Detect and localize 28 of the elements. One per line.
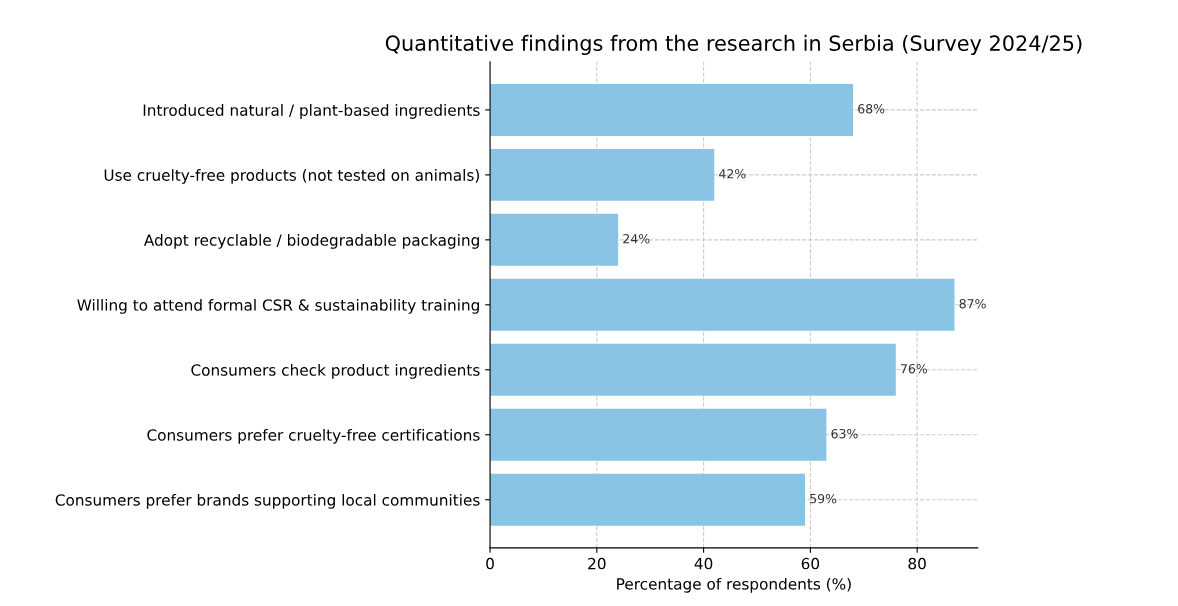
bar <box>490 213 619 266</box>
data-label: 68% <box>858 104 885 114</box>
bar <box>490 408 827 461</box>
y-tick-label: Consumers prefer brands supporting local communities <box>55 493 480 509</box>
data-label: 24% <box>623 234 650 244</box>
y-tick-label: Introduced natural / plant-based ingredients <box>143 104 480 119</box>
data-label: 42% <box>719 169 746 179</box>
y-tick-label: Adopt recyclable / biodegradable packaging <box>143 234 479 249</box>
bar <box>490 343 896 396</box>
x-tick-label: 0 <box>486 557 494 570</box>
chart-title: Quantitative findings from the research in Serbia (Survey 2024/25) <box>385 34 1082 56</box>
bar <box>490 473 806 526</box>
y-tick-label: Consumers prefer cruelty-free certifications <box>147 428 480 444</box>
bar <box>490 148 715 201</box>
bar <box>490 278 955 331</box>
y-tick-label: Willing to attend formal CSR & sustainability training <box>77 299 479 314</box>
data-label: 76% <box>900 363 928 374</box>
data-label: 87% <box>959 298 986 309</box>
x-tick-label: 20 <box>588 557 606 570</box>
y-tick-label: Use cruelty-free products (not tested on animals) <box>104 169 480 184</box>
x-axis-title: Percentage of respondents (%) <box>617 577 851 593</box>
x-tick-label: 40 <box>694 557 713 570</box>
x-tick-label: 60 <box>801 557 820 570</box>
y-tick-label: Consumers check product ingredients <box>191 363 480 379</box>
x-tick-label: 80 <box>908 557 926 570</box>
bar <box>490 83 854 136</box>
data-label: 63% <box>831 428 858 439</box>
data-label: 59% <box>810 493 837 504</box>
